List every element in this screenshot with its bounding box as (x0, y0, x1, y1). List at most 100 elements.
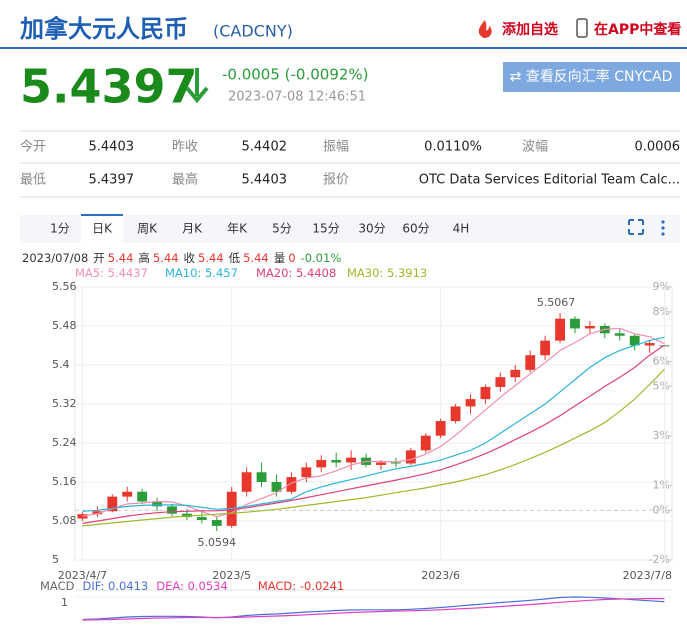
cell-label: 波幅 (522, 140, 548, 155)
macd-sep: : (292, 579, 300, 593)
y2-tick-label: -2% (649, 553, 670, 566)
title: 加拿大元人民币 (20, 15, 188, 43)
y-tick-label: 5.32 (52, 397, 77, 410)
legend-entry: MA20: 5.4408 (256, 266, 336, 280)
macd-tick-label: 1 (61, 596, 68, 609)
candle-body (152, 501, 163, 507)
legend-entry: MA10: 5.457 (165, 266, 238, 280)
price: 5.4397 (20, 60, 198, 114)
candle-body (435, 421, 446, 436)
legend-value: 5.4408 (296, 266, 336, 280)
candle-body (465, 399, 476, 407)
cell-label: 今开 (20, 139, 46, 155)
flame-icon[interactable] (478, 20, 492, 38)
x-tick-label: 2023/6 (421, 569, 460, 582)
legend-name: MA30 (347, 266, 379, 280)
tab[interactable]: 4H (453, 222, 470, 236)
reverse-button[interactable] (503, 62, 680, 92)
tab[interactable]: 15分 (312, 222, 339, 236)
candle-body (540, 340, 551, 356)
menu-icon[interactable] (661, 232, 665, 236)
y-tick-label: 5.4 (52, 358, 70, 371)
tab[interactable]: 5分 (272, 222, 292, 236)
menu-icon[interactable] (661, 220, 665, 224)
candle-body (271, 482, 282, 492)
candle-body (614, 333, 625, 336)
down-arrow (185, 68, 209, 104)
candle-body (405, 450, 416, 464)
legend-sep: : (100, 266, 108, 280)
info-label: 量 (274, 251, 286, 265)
reverse-button-label[interactable]: ⇄ 查看反向汇率 CNYCAD (510, 68, 673, 85)
y2-tick-label: 5% (653, 379, 670, 392)
legend-sep: : (379, 266, 387, 280)
cell-value: OTC Data Services Editorial Team Calc... (419, 173, 680, 188)
phone-icon[interactable] (576, 18, 588, 38)
candle-body (122, 491, 133, 497)
cell-value: 5.4402 (242, 140, 288, 155)
cell-value: 5.4403 (89, 140, 135, 155)
info-value: 0 (288, 251, 295, 265)
candle-body (167, 506, 177, 514)
code: (CADCNY) (213, 22, 293, 41)
cell-value: 0.0006 (635, 140, 681, 155)
tab[interactable]: 年K (227, 222, 248, 236)
cell-label: 最高 (172, 172, 198, 188)
ma-line (82, 327, 665, 518)
tab-bar (20, 215, 680, 243)
ma-line (82, 344, 665, 524)
fullscreen-icon[interactable] (628, 219, 644, 235)
candle-body (301, 467, 312, 478)
candle-body (480, 386, 491, 400)
macd-legend: MACD DIF: 0.0413 DEA: 0.0534 MACD: -0.0241 (40, 579, 344, 593)
tab[interactable]: 60分 (402, 222, 429, 236)
tab[interactable]: 30分 (358, 222, 385, 236)
x-tick-label: 2023/5 (212, 569, 251, 582)
cell-value: 0.0110% (424, 140, 482, 155)
cell-value: 5.4397 (89, 173, 135, 188)
add-watchlist[interactable]: 添加自选 (502, 21, 558, 38)
candle-body (629, 335, 640, 346)
ohlc-info: 2023/07/08 开 5.44 高 5.44 收 5.44 低 5.44 量 0 -0.01% (22, 251, 341, 265)
y-tick-label: 5.48 (52, 319, 77, 332)
tab[interactable]: 1分 (50, 222, 70, 236)
legend-name: MA10 (165, 266, 197, 280)
tab[interactable]: 周K (137, 222, 158, 236)
info-value: 5.44 (108, 251, 134, 265)
legend-name: MA20 (256, 266, 288, 280)
candle-body (659, 345, 670, 347)
candle-body (256, 472, 267, 482)
annotation: 5.5067 (537, 296, 576, 309)
y2-tick-label: 9% (653, 280, 670, 293)
kline-chart: MA5: 5.4437 MA10: 5.457 MA20: 5.4408 MA30: … (40, 266, 673, 621)
ma-line (82, 336, 665, 512)
tab[interactable]: 日K (92, 222, 113, 236)
y2-tick-label: 0% (653, 503, 670, 516)
y-tick-label: 5.16 (52, 475, 77, 488)
y-tick-label: 5.56 (52, 280, 77, 293)
macd-name: DIF (82, 579, 100, 593)
info-label: 开 (93, 251, 105, 265)
candle-body (644, 343, 655, 346)
candle-body (510, 369, 521, 378)
legend-entry: MA30: 5.3913 (347, 266, 427, 280)
x-tick-label: 2023/7/8 (623, 569, 672, 582)
candle-body (346, 457, 357, 463)
info-value: 5.44 (198, 251, 224, 265)
info-label: 高 (138, 251, 150, 265)
menu-icon[interactable] (661, 226, 665, 230)
macd-value: 0.0413 (108, 579, 148, 593)
tab[interactable]: 月K (182, 222, 203, 236)
cell-label: 报价 (323, 173, 349, 188)
quote-time: 2023-07-08 12:46:51 (228, 90, 366, 105)
candle-body (450, 406, 461, 422)
y2-tick-label: 8% (653, 305, 670, 318)
legend-entry: MA5: 5.4437 (75, 266, 148, 280)
active-tab (81, 215, 123, 243)
legend-value: 5.3913 (387, 266, 427, 280)
cell-label: 昨收 (172, 140, 198, 155)
macd-value: 0.0534 (188, 579, 228, 593)
open-app[interactable]: 在APP中查看 (594, 21, 681, 38)
y2-tick-label: 3% (653, 429, 670, 442)
